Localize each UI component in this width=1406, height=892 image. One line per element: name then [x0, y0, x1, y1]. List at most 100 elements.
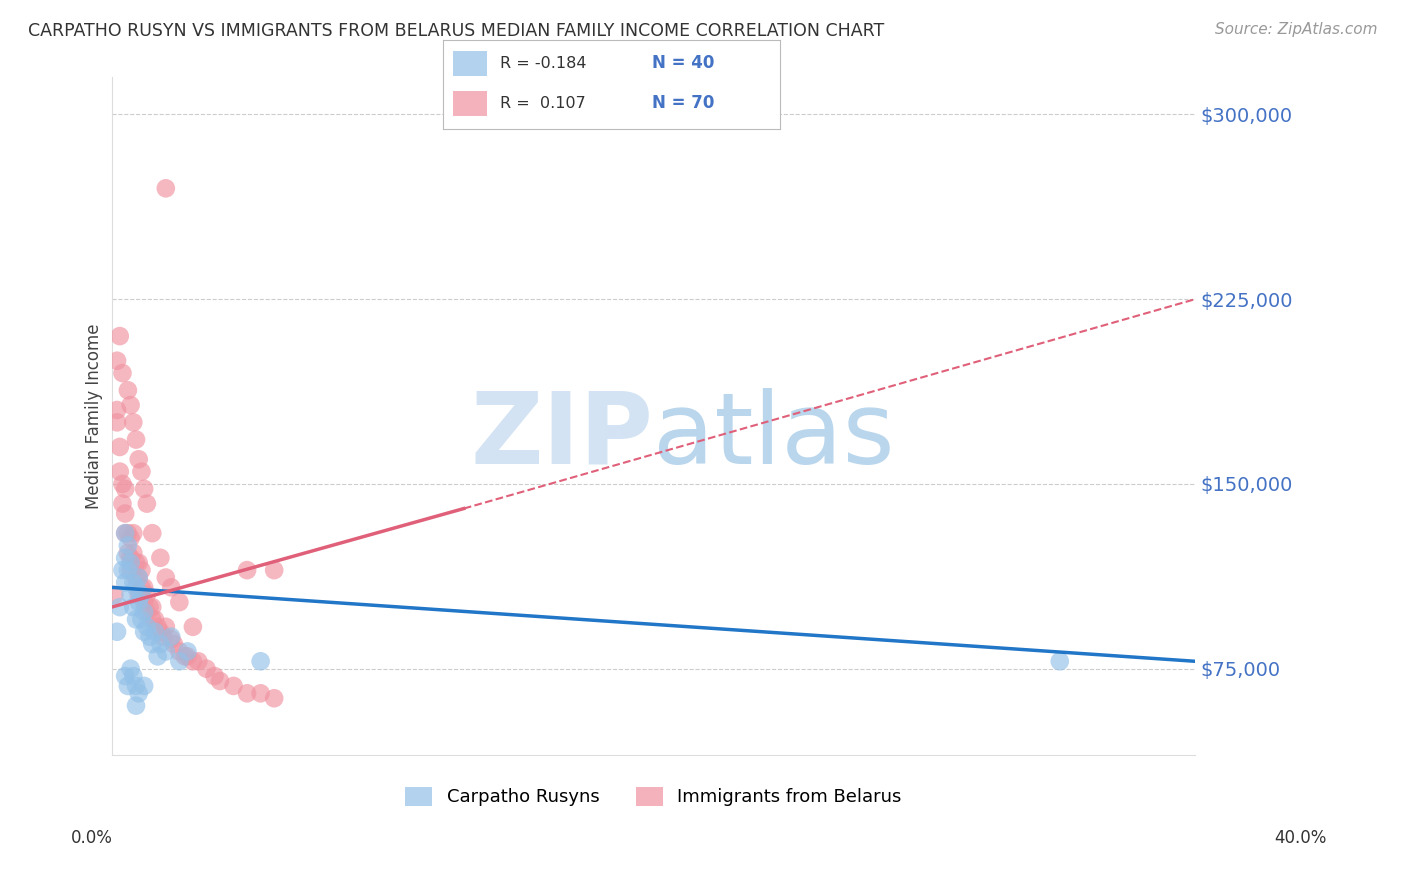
Point	[143, 624, 166, 639]
Text: CARPATHO RUSYN VS IMMIGRANTS FROM BELARUS MEDIAN FAMILY INCOME CORRELATION CHART: CARPATHO RUSYN VS IMMIGRANTS FROM BELARU…	[28, 22, 884, 40]
Point	[114, 507, 136, 521]
Point	[173, 649, 195, 664]
Point	[160, 632, 183, 647]
Point	[125, 679, 148, 693]
Point	[222, 679, 245, 693]
Point	[134, 581, 156, 595]
Text: R = -0.184: R = -0.184	[501, 56, 586, 70]
Point	[103, 588, 125, 602]
Point	[149, 637, 172, 651]
Point	[128, 570, 150, 584]
Bar	[453, 51, 486, 76]
Point	[114, 526, 136, 541]
Point	[128, 452, 150, 467]
Point	[131, 563, 153, 577]
Point	[120, 662, 142, 676]
Point	[249, 686, 271, 700]
Point	[141, 637, 163, 651]
Point	[105, 415, 128, 429]
Point	[208, 673, 231, 688]
Point	[195, 662, 218, 676]
Point	[155, 181, 177, 195]
Point	[114, 482, 136, 496]
Point	[134, 679, 156, 693]
Y-axis label: Median Family Income: Median Family Income	[86, 324, 103, 509]
Point	[117, 679, 139, 693]
Point	[263, 691, 285, 706]
Point	[176, 644, 198, 658]
Point	[105, 403, 128, 417]
Point	[135, 620, 157, 634]
Point	[163, 637, 186, 651]
Point	[128, 686, 150, 700]
Point	[122, 575, 145, 590]
Point	[141, 526, 163, 541]
Point	[114, 575, 136, 590]
Point	[155, 644, 177, 658]
Point	[120, 556, 142, 570]
Text: atlas: atlas	[654, 388, 896, 485]
Point	[114, 526, 136, 541]
Point	[120, 550, 142, 565]
Point	[143, 612, 166, 626]
Point	[236, 686, 259, 700]
Point	[135, 497, 157, 511]
Point	[169, 595, 191, 609]
Point	[117, 539, 139, 553]
Point	[108, 600, 131, 615]
Point	[236, 563, 259, 577]
Point	[128, 588, 150, 602]
Point	[152, 630, 174, 644]
Point	[160, 630, 183, 644]
Point	[169, 644, 191, 658]
Point	[125, 556, 148, 570]
Point	[138, 600, 160, 615]
Text: 0.0%: 0.0%	[70, 829, 112, 847]
Text: R =  0.107: R = 0.107	[501, 96, 586, 111]
Point	[122, 669, 145, 683]
Text: 40.0%: 40.0%	[1274, 829, 1327, 847]
Text: ZIP: ZIP	[471, 388, 654, 485]
Point	[131, 612, 153, 626]
Point	[111, 366, 134, 380]
Point	[111, 477, 134, 491]
Point	[146, 620, 169, 634]
Point	[120, 563, 142, 577]
Point	[135, 588, 157, 602]
Point	[1049, 654, 1071, 668]
Point	[160, 581, 183, 595]
Point	[141, 600, 163, 615]
Point	[155, 620, 177, 634]
Point	[176, 649, 198, 664]
Point	[111, 497, 134, 511]
Point	[128, 595, 150, 609]
Text: N = 40: N = 40	[652, 54, 714, 72]
Point	[122, 600, 145, 615]
Point	[149, 624, 172, 639]
Point	[131, 465, 153, 479]
Point	[131, 581, 153, 595]
Point	[114, 669, 136, 683]
Point	[122, 415, 145, 429]
Point	[146, 649, 169, 664]
Point	[128, 570, 150, 584]
Point	[135, 605, 157, 619]
Point	[117, 384, 139, 398]
Point	[134, 605, 156, 619]
Point	[120, 398, 142, 412]
Point	[263, 563, 285, 577]
Text: Source: ZipAtlas.com: Source: ZipAtlas.com	[1215, 22, 1378, 37]
Point	[105, 353, 128, 368]
Text: N = 70: N = 70	[652, 95, 714, 112]
Point	[117, 546, 139, 560]
Point	[131, 588, 153, 602]
Point	[122, 526, 145, 541]
Point	[134, 624, 156, 639]
Point	[125, 433, 148, 447]
Point	[111, 563, 134, 577]
Point	[125, 698, 148, 713]
Point	[105, 624, 128, 639]
Point	[125, 612, 148, 626]
Legend: Carpatho Rusyns, Immigrants from Belarus: Carpatho Rusyns, Immigrants from Belarus	[398, 780, 908, 814]
Point	[149, 550, 172, 565]
